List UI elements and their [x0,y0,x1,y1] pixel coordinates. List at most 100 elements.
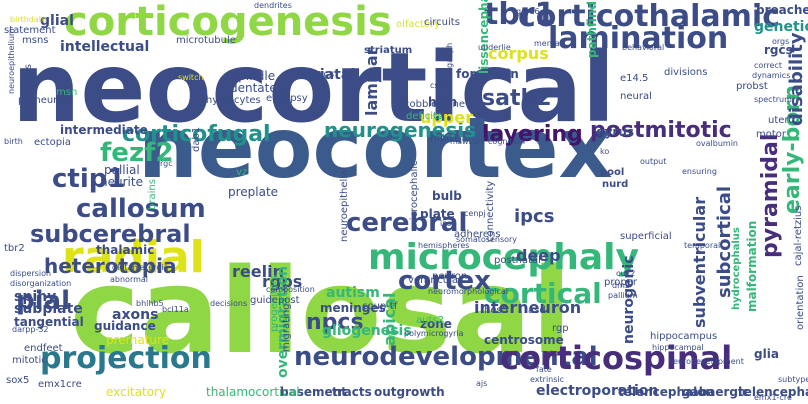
word-epilepsy: epilepsy [266,93,308,104]
word-meninges: meninges [320,301,386,315]
word-precocious: precocious [23,64,34,118]
word-sox5: sox5 [6,375,30,386]
word-thalamic: thalamic [96,243,155,257]
word-guidepost: guidepost [250,295,300,306]
word-temporal: temporal [684,241,721,250]
word-pial: pial [16,286,70,316]
word-gabaergic: gabaergic [682,385,750,399]
word-neurodevelopmental: neurodevelopmental [294,342,598,372]
word-lissencephaly: lissencephaly [477,0,491,74]
word-postnatal: postnatal [494,255,541,266]
word-neural: neural [620,91,652,102]
word-electroporation: electroporation [536,383,659,399]
word-rgps: rgps [262,272,303,291]
word-rgcs: rgcs [764,43,793,57]
word-postmitotic: postmitotic [590,118,732,143]
word-genetics: genetics [754,19,808,35]
word-tbr1: tbr1 [484,0,556,32]
word-ko: ko [600,147,610,156]
word-fezf2: fezf2 [100,138,174,168]
word-cux2: cux2 [616,269,636,278]
word-mswi-snf-cognition: mswi/snf cognition [450,137,526,146]
word-telencephalic: telencephalic [738,385,808,399]
word-microtubule: microtubule [176,35,236,46]
word-dab1: dab1 [191,126,202,152]
word-corticofugal: corticofugal [122,122,271,147]
word-neuron: neuron [432,271,468,282]
word-hem: hem [428,95,458,109]
word-neuromorphological: neuromorphological [428,287,509,296]
word-msns: msns [22,35,49,46]
word-mental: mental [534,39,563,48]
word-orientation: orientation [795,275,806,330]
word-spindle: spindle [232,69,276,83]
word-radial: radial [62,232,205,283]
word-statement: statement [4,25,56,36]
word-tracts: tracts [332,385,372,399]
word-neocortex: neocortex [138,99,613,197]
word-dm2: dm2 [612,281,630,290]
word-pallium: pallium [608,291,638,300]
word-ctip1: ctip1 [52,164,126,194]
word-hes5: hes5 [484,305,509,316]
word-zone: zone [420,317,452,331]
word-dendrites: dendrites [254,1,292,10]
word-neurodevelopment: neurodevelopment [668,357,744,366]
word-decisions: decisions [210,299,248,308]
word-hippocampus: hippocampus [650,331,718,342]
word-extrinsic: extrinsic [530,375,565,384]
word-dispersion: dispersion [10,269,52,278]
word-cajal-retzius: cajal-retzius [793,205,804,266]
word-gliogenesis: gliogenesis [322,323,412,339]
word-dynamics: dynamics [752,71,791,80]
word-striatal: striatal [298,67,356,83]
word-polymicrogyria: polymicrogyria [404,329,464,338]
word-subventricular: subventricular [690,196,709,328]
word-tangential: tangential [14,315,84,329]
word-spectrum: spectrum [754,95,792,104]
word-vz: vz [236,167,248,178]
word-superficial: superficial [620,231,672,242]
word-nurd: nurd [602,179,629,190]
word-probst: probst [736,81,768,92]
word-interneuron: interneuron [474,298,582,317]
word-dentate: dentate [230,81,277,95]
word-subtypes: subtypes [778,375,808,384]
word-bcl11a: bcl11a [162,305,189,314]
word-axons: axons [112,307,159,323]
word-glial: glial [40,13,74,29]
word-subplate: subplate [14,301,83,317]
word-pool: pool [600,167,625,178]
word-switch: switch [178,73,204,82]
word-emx1cre: emx1cre [38,379,82,390]
word-cortical: cortical [484,277,602,310]
word-neocortical: neocortical [12,32,615,144]
word-ajs: ajs [476,379,488,388]
word-malformation: malformation [745,220,759,312]
word-neuroepithelial: neuroepithelial [339,167,350,242]
word-coup-tf: coup-tf [362,301,398,312]
word-mitotic: mitotic [12,355,47,366]
word-centrosome: centrosome [484,333,564,347]
word-ips: ips [440,219,452,228]
word-heterotopia: heterotopia [44,254,177,278]
word-upper: upper [420,108,474,127]
word-glia: glia [754,347,779,361]
word-glutamatergic: glutamatergic [112,263,169,272]
word-satb2: satb2 [482,86,552,111]
word-neurogenesis: neurogenesis [324,118,476,142]
word-auts2: auts2 [416,315,444,326]
word-pallial: pallial [104,163,140,177]
word-correct: correct [754,61,783,70]
word-composition: composition [266,285,315,294]
word-laminar: laminar [362,47,381,116]
word-nscs: nscs [312,69,335,80]
word-output: output [640,157,667,166]
word-gpr56: gpr56 [516,7,540,16]
word-deep: deep [516,246,561,265]
word-abnormal: abnormal [110,275,149,284]
word-connectivity: connectivity [485,180,496,242]
word-plate: plate [420,207,455,221]
